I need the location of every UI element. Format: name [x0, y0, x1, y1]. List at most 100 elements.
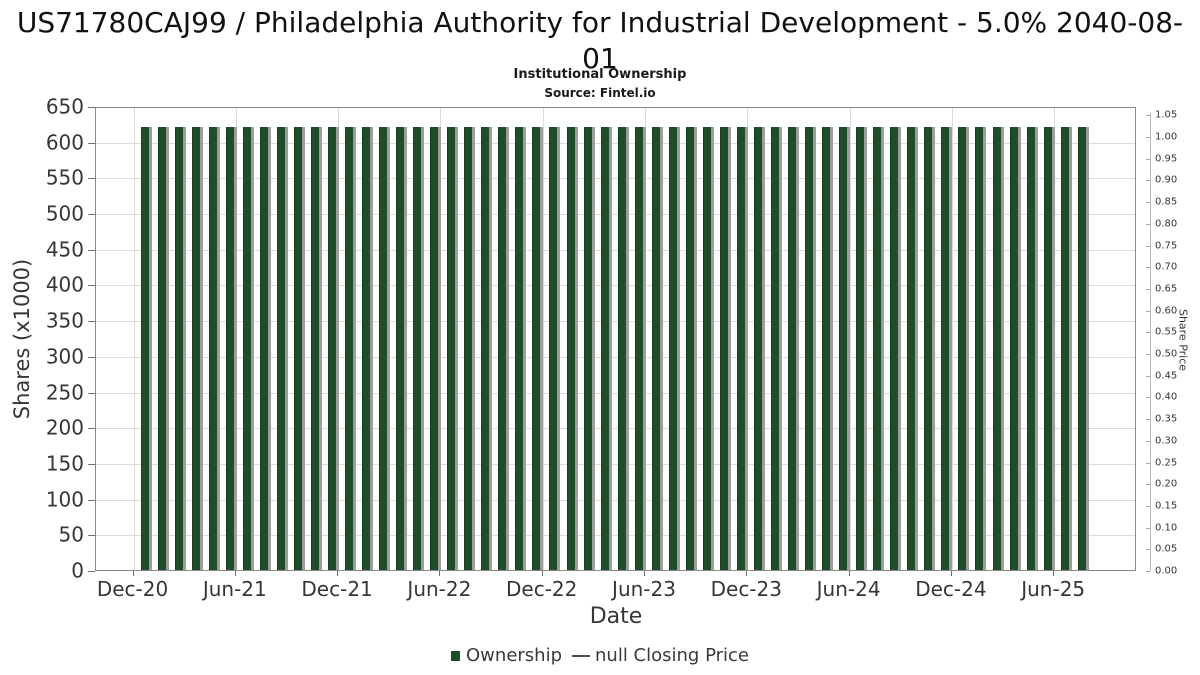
- right-tick-label: 0.15: [1155, 500, 1178, 512]
- left-tick-label: 300: [45, 344, 84, 369]
- bar: [941, 127, 953, 570]
- bar: [242, 127, 254, 570]
- x-axis-label: Date: [589, 604, 643, 629]
- bar: [549, 127, 561, 570]
- bar: [413, 127, 425, 570]
- right-tick-mark: [1146, 223, 1150, 225]
- bar: [924, 127, 936, 570]
- chart-source: Source: Fintel.io: [544, 86, 656, 100]
- chart-subtitle: Institutional Ownership: [513, 67, 687, 82]
- left-tick-mark: [88, 107, 95, 108]
- x-tick-mark: [132, 571, 134, 576]
- left-tick-label: 100: [45, 487, 84, 512]
- bar: [225, 127, 237, 570]
- bar: [839, 127, 851, 570]
- right-tick-label: 1.05: [1155, 109, 1178, 121]
- bar: [1009, 127, 1021, 570]
- bar: [310, 127, 322, 570]
- x-tick-mark: [848, 571, 850, 576]
- right-tick-label: 0.80: [1155, 218, 1178, 230]
- bar: [992, 127, 1004, 570]
- left-tick-mark: [88, 285, 95, 287]
- left-tick-label: 550: [45, 165, 84, 190]
- legend-item-ownership: Ownership: [451, 645, 562, 666]
- left-tick-mark: [88, 321, 95, 323]
- x-tick-label: Dec-20: [96, 577, 169, 601]
- x-tick-mark: [746, 571, 748, 576]
- bar: [259, 127, 271, 570]
- page-title: US71780CAJ99 / Philadelphia Authority fo…: [0, 5, 1200, 77]
- right-tick-label: 0.25: [1155, 457, 1178, 468]
- hgrid-line: [96, 178, 1135, 180]
- right-tick-label: 0.30: [1155, 435, 1178, 447]
- bar: [566, 127, 578, 570]
- bar: [958, 127, 970, 570]
- x-tick-mark: [644, 571, 645, 576]
- bar: [515, 127, 527, 570]
- bar: [379, 127, 391, 570]
- vgrid-line: [133, 108, 135, 570]
- bar: [1026, 127, 1038, 570]
- bar: [1043, 127, 1055, 570]
- left-tick-label: 250: [45, 380, 84, 405]
- right-tick-mark: [1146, 310, 1150, 312]
- right-tick-mark: [1146, 484, 1150, 486]
- left-tick-mark: [88, 463, 95, 465]
- right-tick-mark: [1146, 288, 1150, 290]
- vgrid-line: [1054, 108, 1056, 570]
- x-tick-label: Dec-22: [506, 577, 578, 601]
- x-tick-mark: [439, 571, 441, 576]
- right-tick-mark: [1146, 158, 1150, 160]
- right-tick-mark: [1146, 332, 1150, 334]
- bar: [481, 127, 493, 570]
- left-tick-label: 150: [45, 451, 84, 476]
- bar: [770, 127, 782, 570]
- left-tick-mark: [88, 428, 95, 430]
- x-tick-label: Jun-21: [202, 577, 267, 601]
- right-tick-mark: [1146, 267, 1150, 269]
- hgrid-line: [96, 356, 1135, 358]
- right-tick-mark: [1146, 202, 1150, 204]
- x-tick-label: Jun-24: [816, 577, 881, 601]
- bar: [668, 127, 680, 570]
- bar: [344, 127, 356, 570]
- bar: [191, 127, 203, 570]
- bar: [464, 127, 476, 570]
- bar: [447, 127, 459, 570]
- bar: [685, 127, 697, 570]
- right-tick-label: 0.65: [1155, 283, 1178, 295]
- left-tick-mark: [88, 356, 95, 358]
- y-axis-label-right: Share Price: [1176, 308, 1190, 372]
- legend-item-closing-price: null Closing Price: [562, 645, 749, 666]
- legend-label-ownership: Ownership: [466, 645, 563, 666]
- left-tick-label: 600: [45, 130, 84, 155]
- right-tick-label: 0.50: [1155, 348, 1178, 360]
- bar: [907, 127, 919, 570]
- legend-label-closing-price: null Closing Price: [595, 645, 749, 666]
- x-tick-mark: [1053, 571, 1055, 576]
- right-tick-mark: [1146, 137, 1150, 138]
- left-tick-label: 650: [45, 94, 84, 119]
- bar: [753, 127, 765, 570]
- right-tick-mark: [1146, 245, 1150, 247]
- left-tick-label: 50: [58, 522, 84, 547]
- bar: [208, 127, 220, 570]
- right-tick-mark: [1146, 440, 1150, 442]
- x-tick-mark: [950, 571, 952, 576]
- hgrid-line: [96, 142, 1135, 144]
- hgrid-line: [96, 285, 1135, 287]
- left-tick-label: 500: [45, 201, 84, 226]
- right-tick-label: 0.10: [1155, 522, 1178, 534]
- hgrid-line: [96, 463, 1135, 465]
- left-tick-mark: [88, 214, 95, 216]
- left-tick-label: 400: [45, 272, 84, 297]
- x-tick-label: Jun-22: [407, 577, 472, 601]
- left-tick-mark: [88, 392, 95, 394]
- right-tick-label: 1.00: [1155, 131, 1178, 143]
- x-tick-label: Dec-21: [301, 577, 373, 601]
- left-tick-label: 350: [45, 308, 84, 333]
- right-tick-label: 0.35: [1155, 413, 1178, 425]
- bar: [856, 127, 868, 570]
- right-tick-label: 0.00: [1155, 565, 1178, 577]
